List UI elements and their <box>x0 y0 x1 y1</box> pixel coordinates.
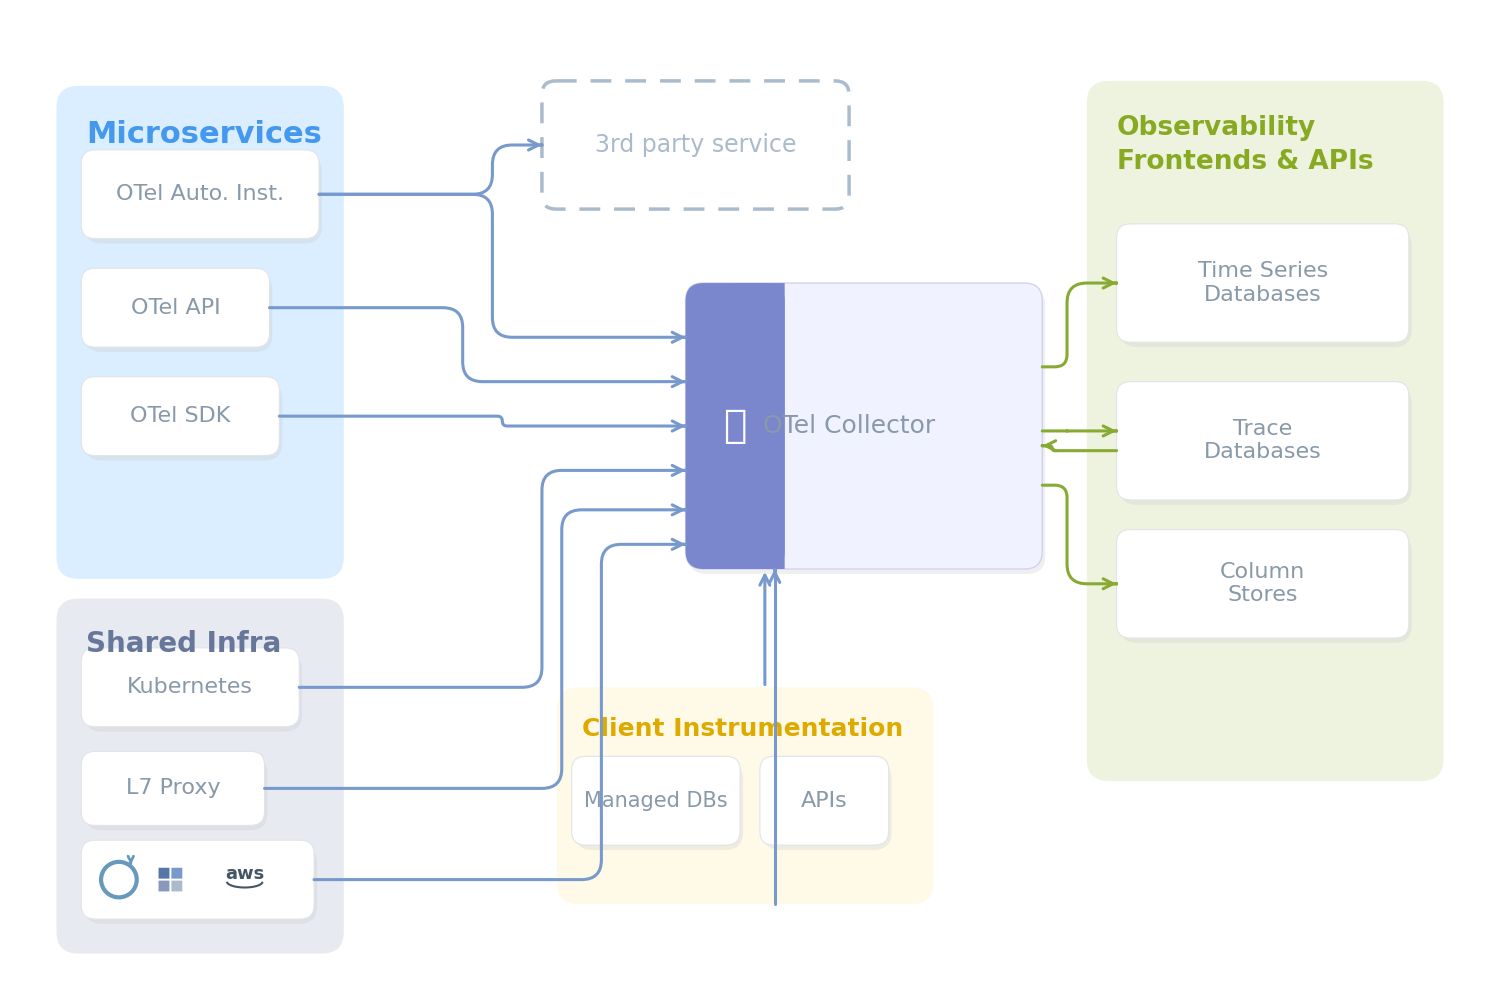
Text: Trace
Databases: Trace Databases <box>1204 419 1322 462</box>
Text: aws: aws <box>225 865 264 882</box>
FancyBboxPatch shape <box>171 868 183 878</box>
Text: APIs: APIs <box>801 791 847 811</box>
FancyBboxPatch shape <box>760 756 888 845</box>
FancyBboxPatch shape <box>1116 224 1408 343</box>
Text: L7 Proxy: L7 Proxy <box>126 779 220 799</box>
FancyBboxPatch shape <box>159 868 170 878</box>
Text: OTel Auto. Inst.: OTel Auto. Inst. <box>116 184 284 204</box>
FancyBboxPatch shape <box>81 751 264 826</box>
FancyBboxPatch shape <box>572 756 740 845</box>
FancyBboxPatch shape <box>84 273 273 352</box>
FancyBboxPatch shape <box>556 687 933 904</box>
FancyBboxPatch shape <box>57 599 344 953</box>
FancyBboxPatch shape <box>81 647 298 727</box>
Text: OTel Collector: OTel Collector <box>764 414 934 438</box>
FancyBboxPatch shape <box>1119 386 1412 505</box>
FancyBboxPatch shape <box>159 880 170 891</box>
FancyBboxPatch shape <box>81 268 270 348</box>
Text: OTel SDK: OTel SDK <box>130 406 231 426</box>
Text: 🔬: 🔬 <box>723 407 747 445</box>
FancyBboxPatch shape <box>84 845 316 924</box>
FancyBboxPatch shape <box>1119 535 1412 643</box>
Text: 3rd party service: 3rd party service <box>596 133 796 157</box>
FancyBboxPatch shape <box>171 880 183 891</box>
FancyBboxPatch shape <box>84 756 267 831</box>
FancyBboxPatch shape <box>542 81 849 209</box>
FancyBboxPatch shape <box>688 288 1046 574</box>
Text: Column
Stores: Column Stores <box>1220 562 1305 606</box>
FancyBboxPatch shape <box>81 841 314 919</box>
FancyBboxPatch shape <box>574 761 742 850</box>
Text: Client Instrumentation: Client Instrumentation <box>582 717 903 741</box>
Text: Microservices: Microservices <box>86 121 322 149</box>
FancyBboxPatch shape <box>57 86 344 579</box>
FancyBboxPatch shape <box>1088 81 1443 781</box>
FancyBboxPatch shape <box>686 283 1042 569</box>
FancyBboxPatch shape <box>84 381 282 460</box>
FancyBboxPatch shape <box>1116 530 1408 638</box>
FancyBboxPatch shape <box>84 652 302 732</box>
Text: OTel API: OTel API <box>130 298 220 318</box>
Text: Kubernetes: Kubernetes <box>128 677 254 697</box>
FancyBboxPatch shape <box>81 376 279 455</box>
FancyBboxPatch shape <box>84 154 322 244</box>
Text: Observability
Frontends & APIs: Observability Frontends & APIs <box>1116 116 1372 175</box>
Text: Time Series
Databases: Time Series Databases <box>1197 261 1328 305</box>
Text: Managed DBs: Managed DBs <box>584 791 728 811</box>
FancyBboxPatch shape <box>81 150 320 239</box>
FancyBboxPatch shape <box>764 761 891 850</box>
FancyBboxPatch shape <box>1119 229 1412 348</box>
FancyBboxPatch shape <box>1116 381 1408 500</box>
FancyBboxPatch shape <box>735 283 784 569</box>
Text: Shared Infra: Shared Infra <box>86 630 282 658</box>
FancyBboxPatch shape <box>686 283 784 569</box>
